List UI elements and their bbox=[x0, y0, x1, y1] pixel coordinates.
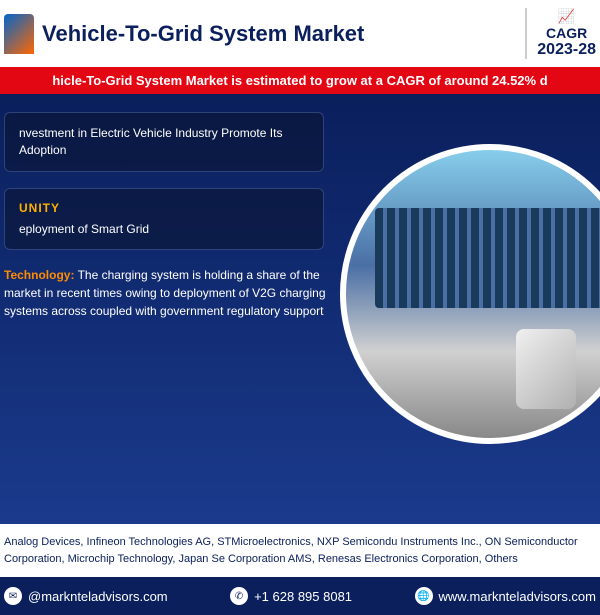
driver-description: nvestment in Electric Vehicle Industry P… bbox=[19, 125, 309, 159]
email-icon: ✉ bbox=[4, 587, 22, 605]
driver-box: nvestment in Electric Vehicle Industry P… bbox=[4, 112, 324, 172]
opportunity-description: eployment of Smart Grid bbox=[19, 221, 309, 238]
phone-icon: ✆ bbox=[230, 587, 248, 605]
logo-section: Vehicle-To-Grid System Market bbox=[0, 14, 364, 54]
opportunity-label: UNITY bbox=[19, 201, 309, 215]
growth-chart-icon: 📈 bbox=[558, 8, 575, 25]
main-content: nvestment in Electric Vehicle Industry P… bbox=[0, 94, 600, 524]
ev-charging-image bbox=[340, 144, 600, 444]
highlight-bar: hicle-To-Grid System Market is estimated… bbox=[0, 67, 600, 94]
cagr-label: CAGR bbox=[546, 25, 587, 41]
header: Vehicle-To-Grid System Market 📈 CAGR 202… bbox=[0, 0, 600, 67]
email-contact: ✉ @marknteladvisors.com bbox=[4, 587, 168, 605]
page-title: Vehicle-To-Grid System Market bbox=[42, 21, 364, 47]
phone-contact: ✆ +1 628 895 8081 bbox=[230, 587, 352, 605]
website-contact: 🌐 www.marknteladvisors.com bbox=[415, 587, 597, 605]
footer: ✉ @marknteladvisors.com ✆ +1 628 895 808… bbox=[0, 577, 600, 615]
cagr-period: 2023-28 bbox=[537, 41, 596, 59]
cagr-badge: 📈 CAGR 2023-28 bbox=[525, 8, 600, 59]
segment-prefix: Technology: bbox=[4, 268, 74, 282]
players-list: Analog Devices, Infineon Technologies AG… bbox=[4, 536, 578, 565]
company-logo-icon bbox=[4, 14, 34, 54]
globe-icon: 🌐 bbox=[415, 587, 433, 605]
infographic-container: Vehicle-To-Grid System Market 📈 CAGR 202… bbox=[0, 0, 600, 600]
email-text: @marknteladvisors.com bbox=[28, 589, 168, 604]
website-text: www.marknteladvisors.com bbox=[439, 589, 597, 604]
opportunity-box: UNITY eployment of Smart Grid bbox=[4, 188, 324, 251]
phone-text: +1 628 895 8081 bbox=[254, 589, 352, 604]
players-bar: Analog Devices, Infineon Technologies AG… bbox=[0, 524, 600, 577]
segment-text: Technology: The charging system is holdi… bbox=[4, 266, 344, 320]
